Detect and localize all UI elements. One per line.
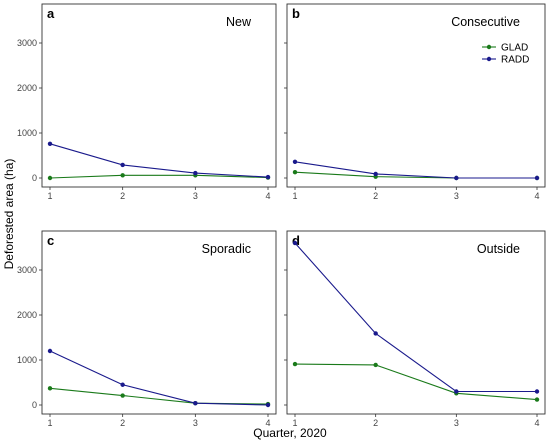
data-point-glad [47,175,53,181]
data-point-radd [534,389,540,394]
x-tick-label: 2 [120,191,125,201]
panel-tag: a [47,6,55,21]
panel-tag: b [292,6,300,21]
x-tick-label: 4 [265,418,270,428]
x-tick-label: 2 [373,191,378,201]
y-tick-label: 0 [32,173,37,183]
x-tick-label: 3 [193,191,198,201]
x-tick-label: 1 [292,191,297,201]
series-line-radd [294,242,537,393]
data-point-glad [373,362,378,368]
panel-frame [286,3,546,188]
series-line-radd [294,161,537,179]
x-tick-label: 1 [292,418,297,428]
data-point-glad [47,386,53,391]
panel-frame [41,230,277,415]
y-tick-label: 2000 [17,83,37,93]
x-tick-label: 3 [454,191,459,201]
data-point-radd [120,382,125,387]
series-line-radd [49,350,269,406]
x-tick-label: 4 [265,191,270,201]
data-point-glad [120,173,125,178]
data-point-glad [120,393,125,398]
panel-d: 1 2 3 4 d Outside [284,230,546,428]
data-point-radd [193,170,198,176]
y-tick-label: 1000 [17,128,37,138]
panel-frame [41,3,277,188]
data-point-radd [292,159,298,164]
data-point-glad [292,361,298,367]
panel-c: 0 1000 2000 3000 1 2 3 4 c Sporadic [17,230,277,428]
x-axis-title: Quarter, 2020 [253,426,327,440]
data-point-radd [47,348,53,354]
x-tick-label: 1 [47,191,52,201]
data-point-radd [265,402,271,408]
data-point-radd [373,171,378,177]
data-point-radd [193,401,198,406]
x-tick-label: 3 [454,418,459,428]
data-point-radd [373,331,378,336]
x-tick-label: 3 [193,418,198,428]
panel-tag: d [292,233,300,248]
legend-marker-radd [486,56,492,62]
data-point-glad [292,169,298,175]
x-tick-label: 2 [120,418,125,428]
legend-label-radd: RADD [501,55,529,66]
x-tick-label: 4 [534,191,539,201]
panel-b: 1 2 3 4 b Consecutive [284,3,546,201]
panel-a: 0 1000 2000 3000 1 2 3 4 a New [17,3,277,201]
y-tick-label: 3000 [17,38,37,48]
legend-label-glad: GLAD [501,43,528,54]
x-tick-label: 4 [534,418,539,428]
series-line-glad [49,174,269,179]
data-point-radd [265,174,271,180]
y-tick-label: 2000 [17,310,37,320]
panel-title: Consecutive [451,15,520,29]
x-tick-label: 1 [47,418,52,428]
series-line-glad [294,363,538,401]
y-tick-label: 3000 [17,265,37,275]
data-point-radd [534,175,540,181]
panel-title: Sporadic [202,242,251,256]
series-line-radd [49,143,269,178]
legend-marker-glad [486,44,492,50]
x-tick-label: 2 [373,418,378,428]
y-axis-title: Deforested area (ha) [2,159,16,270]
data-point-glad [534,397,540,402]
panel-title: New [226,15,252,29]
y-tick-label: 1000 [17,355,37,365]
panel-tag: c [47,233,54,248]
data-point-radd [454,389,459,394]
data-point-radd [47,141,53,146]
data-point-radd [454,175,459,181]
panel-frame [286,230,546,415]
panel-title: Outside [477,242,520,256]
data-point-radd [292,240,298,246]
data-point-radd [120,162,125,168]
y-tick-label: 0 [32,400,37,410]
